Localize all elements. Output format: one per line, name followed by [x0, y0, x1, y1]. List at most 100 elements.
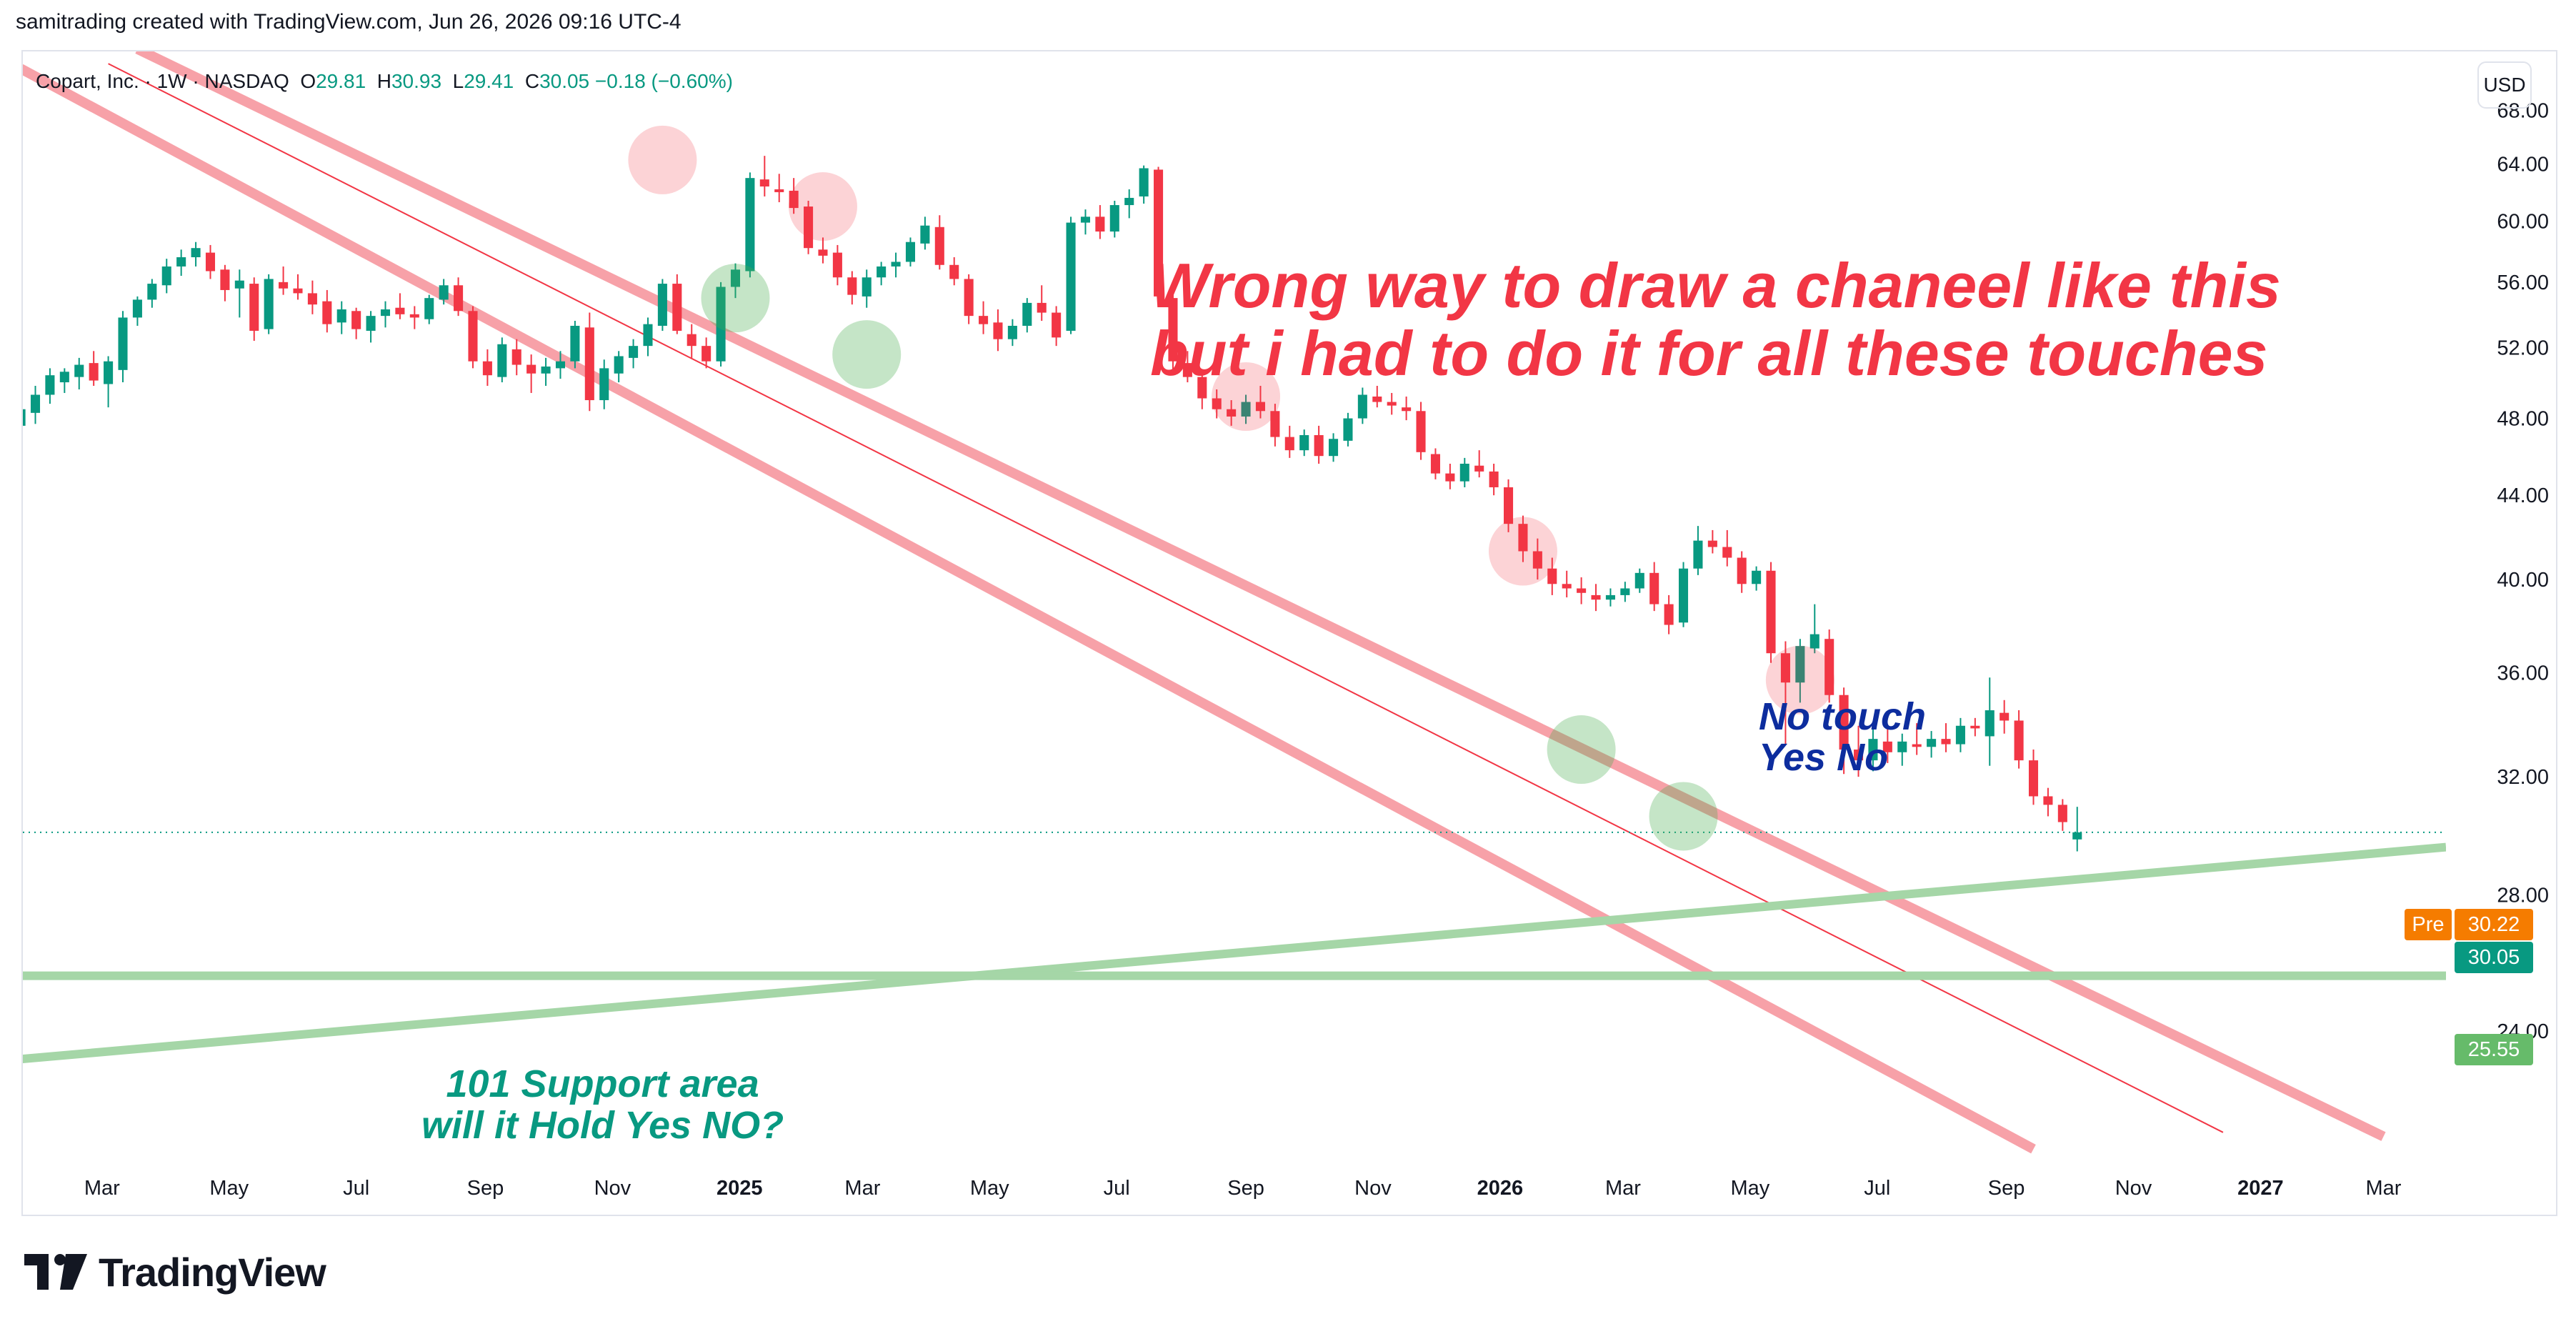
candle [468, 306, 478, 369]
candle-body [2014, 720, 2024, 761]
legend-symbol: Copart, Inc. · 1W · NASDAQ [36, 70, 289, 92]
legend-high-label: H [376, 70, 391, 92]
candle-body [23, 409, 26, 426]
x-tick-label: Mar [84, 1177, 120, 1200]
candle [132, 296, 142, 326]
currency-button[interactable]: USD [2477, 61, 2532, 109]
candle [424, 294, 434, 324]
touch-markers [628, 125, 1834, 851]
candle-body [1678, 568, 1689, 623]
y-tick-label: 68.00 [2497, 100, 2549, 123]
candle [1955, 717, 1965, 752]
chart-frame [21, 50, 2557, 1216]
y-tick-label: 40.00 [2497, 569, 2549, 592]
candle [1459, 457, 1469, 487]
candle [599, 359, 609, 409]
y-tick-label: 36.00 [2497, 662, 2549, 685]
candle-body [745, 178, 755, 272]
x-tick-label: May [209, 1177, 249, 1200]
symbol-legend[interactable]: Copart, Inc. · 1W · NASDAQ O29.81 H30.93… [36, 70, 733, 93]
candle-body [264, 279, 274, 329]
candle [1839, 687, 1849, 775]
candle [1503, 479, 1514, 532]
candle [1809, 604, 1819, 654]
candle [1402, 396, 1412, 421]
candle [1357, 387, 1367, 424]
candle-body [1299, 434, 1309, 451]
candle-body [249, 284, 259, 331]
candle [672, 274, 682, 334]
annotation-wrong-channel[interactable]: Wrong way to draw a chaneel like this bu… [1150, 250, 2281, 389]
candle-body [2043, 796, 2053, 805]
legend-open-label: O [300, 70, 316, 92]
resistance-touch-marker [1212, 362, 1281, 431]
candle [934, 215, 944, 270]
candle [541, 357, 551, 386]
annotation-no-touch[interactable]: No touch Yes No [1759, 695, 1926, 779]
candle-body [759, 179, 769, 186]
candle [1343, 412, 1353, 447]
candle [526, 354, 536, 393]
candle [1577, 577, 1587, 604]
candle [2028, 750, 2039, 805]
candle-body [1941, 739, 1951, 745]
candle-body [1459, 463, 1469, 482]
candle-body [934, 227, 944, 265]
candle-body [307, 293, 317, 305]
candle [629, 339, 639, 369]
candle-body [643, 324, 653, 347]
candle-body [1853, 750, 1864, 761]
candle-body [380, 309, 391, 317]
support-price-tag: 25.55 [2455, 1034, 2533, 1065]
candle [1037, 285, 1047, 322]
candle-body [1532, 551, 1542, 569]
candle-body [1897, 741, 1907, 752]
annotation-support-area[interactable]: 101 Support area will it Hold Yes NO? [421, 1062, 784, 1148]
candle-body [1809, 634, 1819, 649]
pre-market-price-tag: 30.22 [2455, 909, 2533, 940]
candle [1255, 385, 1265, 419]
x-tick-label: Mar [844, 1177, 880, 1200]
candle-body [1868, 739, 1878, 761]
tradingview-logo[interactable]: TradingView [24, 1247, 326, 1297]
candle-body [191, 248, 201, 258]
candle [759, 156, 769, 196]
candle-body [949, 264, 959, 279]
candle [1474, 450, 1484, 478]
candle-body [1416, 411, 1426, 452]
candle-body [1780, 653, 1790, 683]
candle [1912, 723, 1922, 755]
support-touch-marker [1649, 782, 1718, 851]
candle-body [657, 284, 667, 326]
candle [45, 368, 55, 404]
candle-body [672, 284, 682, 331]
candle [336, 301, 346, 334]
legend-open: 29.81 [316, 70, 366, 92]
candle-body [964, 279, 974, 317]
x-tick-label: Sep [1988, 1177, 2025, 1200]
y-tick-label: 32.00 [2497, 766, 2549, 789]
support-touch-marker [1547, 715, 1616, 785]
candles [23, 156, 2082, 852]
candle [1168, 292, 1178, 370]
candle-body [482, 361, 492, 376]
candle [74, 357, 84, 389]
candle-body [1168, 298, 1178, 362]
candle [1853, 725, 1864, 777]
candle [307, 280, 317, 314]
candle [1095, 205, 1105, 239]
candle-body [1052, 312, 1062, 338]
candle [439, 279, 449, 305]
candle-body [1212, 398, 1222, 409]
candle-body [1095, 216, 1105, 232]
candle-body [147, 284, 157, 300]
candle [89, 351, 99, 386]
candle-body [993, 322, 1003, 339]
x-tick-label: Mar [2366, 1177, 2402, 1200]
candle [1430, 448, 1440, 479]
candle-body [1080, 216, 1090, 223]
candle-body [1562, 584, 1572, 589]
candle-body [234, 280, 244, 289]
x-tick-label: May [970, 1177, 1009, 1200]
